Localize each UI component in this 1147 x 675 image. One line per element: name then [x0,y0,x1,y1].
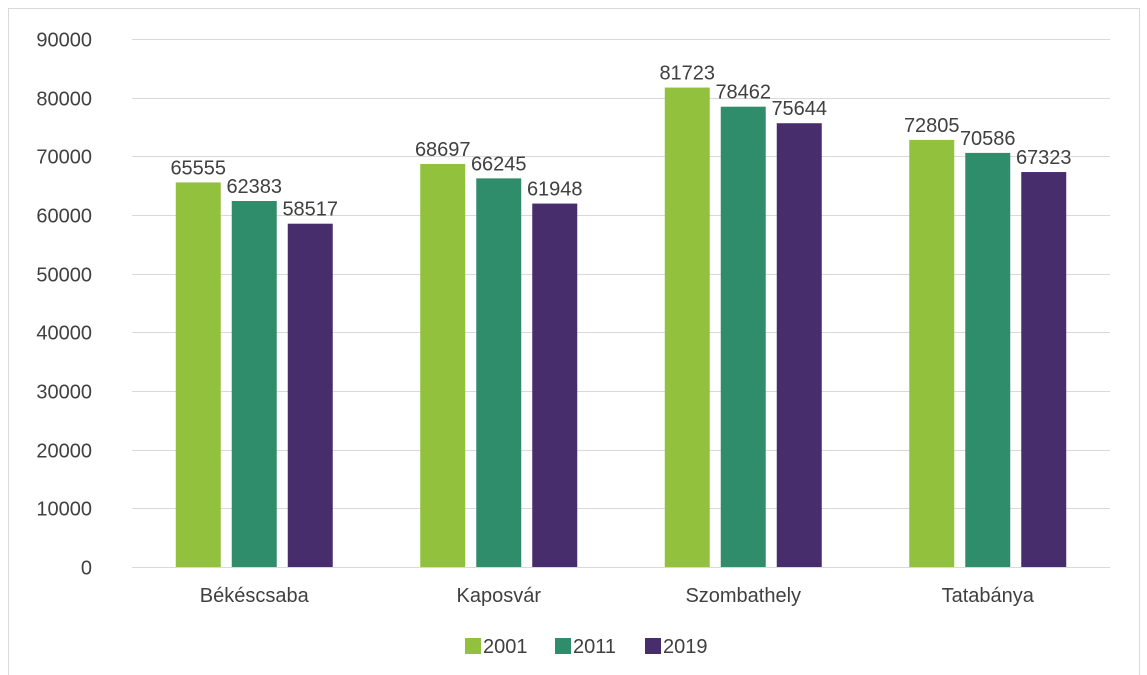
data-label: 78462 [715,82,771,104]
bar-2011 [720,106,766,567]
y-tick-label: 50000 [36,265,92,287]
bar-2019 [776,123,822,567]
bar-2019 [1021,172,1067,568]
legend-swatch [555,638,571,654]
data-label: 75644 [771,98,827,120]
bar-2001 [664,87,710,567]
data-label: 58517 [282,199,338,221]
data-label: 61948 [527,179,583,201]
legend: 2001 2011 2019 [465,636,708,658]
bar-2001 [420,163,466,567]
y-tick-label: 30000 [36,382,92,404]
bar-2001 [909,139,955,568]
bars [175,87,1067,568]
y-tick-label: 80000 [36,89,92,111]
data-label: 68697 [415,139,471,161]
legend-label: 2019 [663,636,708,658]
y-tick-label: 60000 [36,206,92,228]
bar-2011 [476,178,522,567]
bar-2019 [532,203,578,568]
legend-swatch [645,638,661,654]
x-tick-label: Tatabánya [942,585,1035,607]
bar-2011 [231,201,277,568]
x-axis: Békéscsaba Kaposvár Szombathely Tatabánya [132,567,1110,607]
y-tick-label: 40000 [36,323,92,345]
legend-label: 2001 [483,636,528,658]
y-tick-label: 0 [81,558,92,580]
y-tick-label: 20000 [36,441,92,463]
data-label: 65555 [170,157,226,179]
y-tick-label: 10000 [36,499,92,521]
data-label: 67323 [1016,147,1072,169]
data-label: 72805 [904,115,960,137]
y-tick-label: 90000 [36,30,92,52]
bar-2001 [175,182,221,568]
data-label: 70586 [960,128,1016,150]
chart-frame [8,8,1140,675]
data-label: 81723 [659,63,715,85]
y-axis: 0 10000 20000 30000 40000 50000 60000 70000 8000… [36,30,92,580]
x-tick-label: Kaposvár [457,585,542,607]
gridlines [132,39,1110,509]
y-tick-label: 70000 [36,147,92,169]
data-label: 66245 [471,153,527,175]
legend-swatch [465,638,481,654]
x-tick-label: Szombathely [685,585,801,607]
x-tick-label: Békéscsaba [200,585,310,607]
bar-2011 [965,152,1011,568]
bar-2019 [287,223,333,568]
data-label: 62383 [226,176,282,198]
legend-label: 2011 [573,636,616,658]
